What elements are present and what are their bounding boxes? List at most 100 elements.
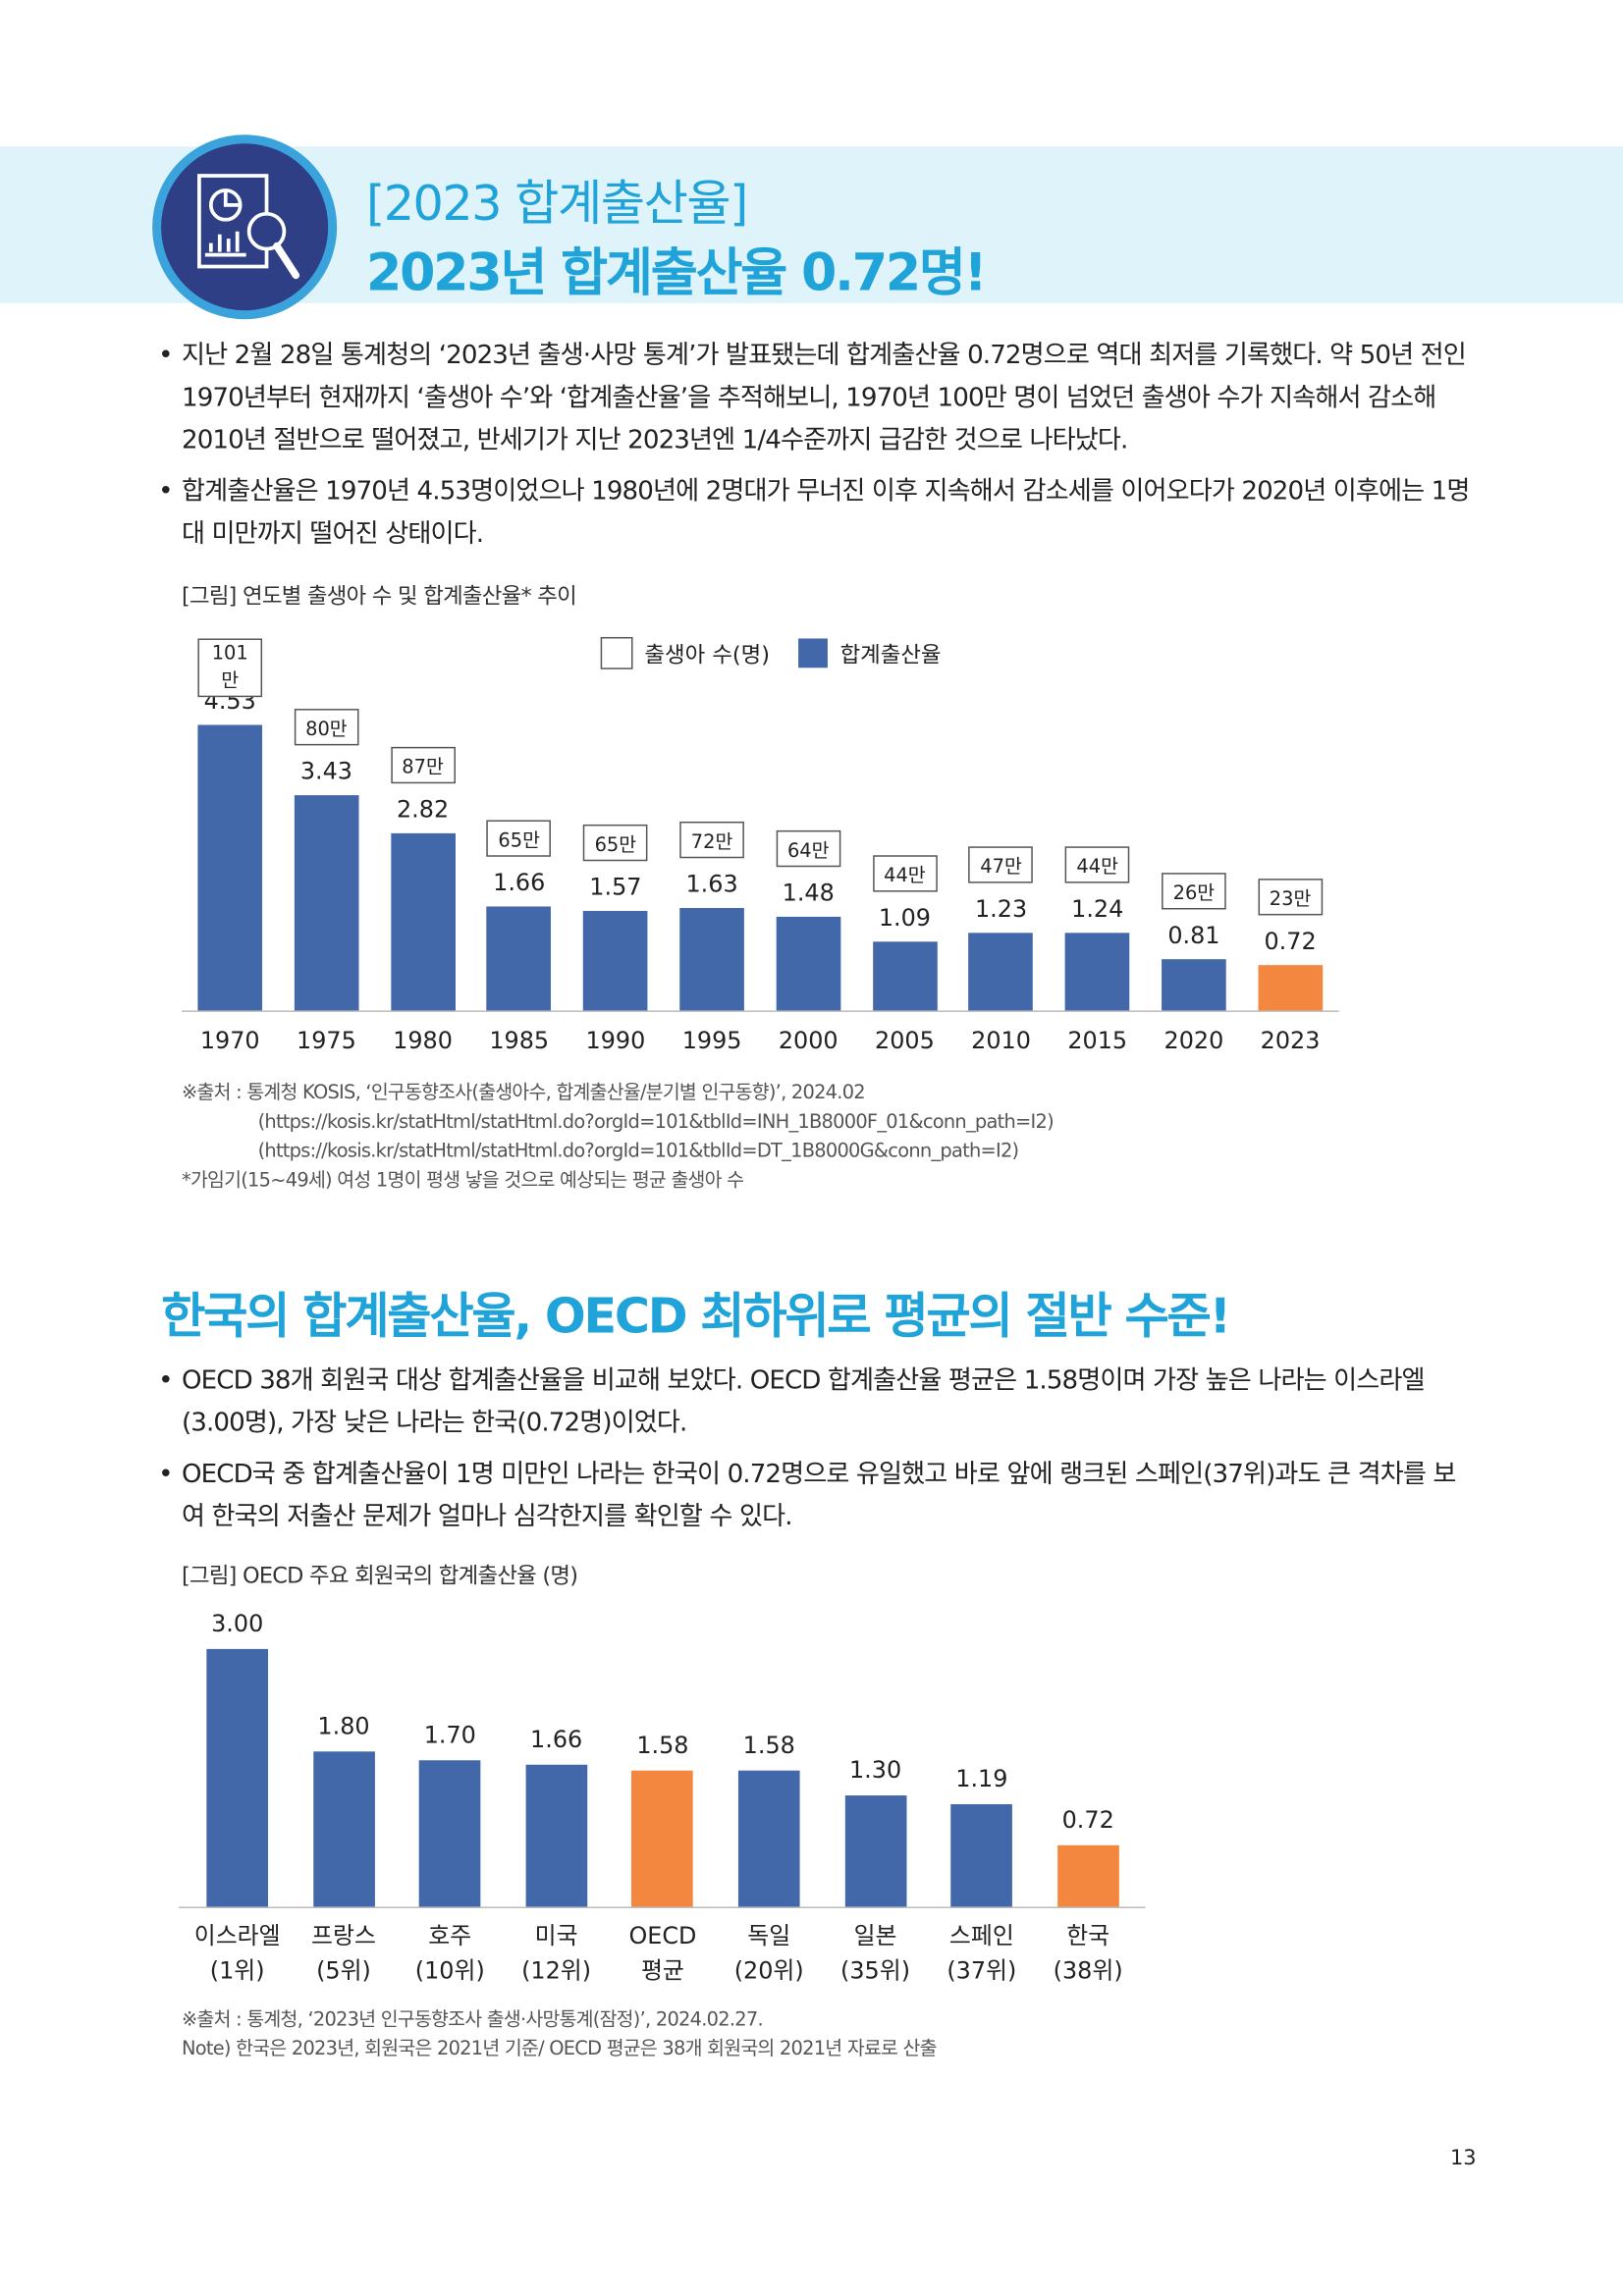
x-tick-label: 1990 bbox=[585, 1026, 646, 1055]
x-tick-sublabel: (37위) bbox=[947, 1956, 1017, 1985]
x-tick-label: 이스라엘 bbox=[193, 1921, 281, 1949]
x-tick-label: OECD bbox=[628, 1921, 697, 1949]
x-tick-sublabel: (5위) bbox=[316, 1956, 371, 1985]
x-tick-label: 1975 bbox=[297, 1026, 356, 1055]
bullet-paragraph: • 지난 2월 28일 통계청의 ‘2023년 출생·사망 통계’가 발표됐는데 … bbox=[158, 336, 1477, 463]
x-tick-label: 2000 bbox=[778, 1026, 839, 1055]
bar bbox=[206, 1648, 269, 1907]
bar bbox=[197, 724, 263, 1011]
bar bbox=[525, 1764, 587, 1907]
bullet-text: 합계출산율은 1970년 4.53명이었으나 1980년에 2명대가 무너진 이… bbox=[181, 477, 1470, 550]
bar bbox=[1258, 965, 1323, 1011]
births-label: 64만 bbox=[776, 830, 841, 868]
figure-caption: [그림] OECD 주요 회원국의 합계출산율 (명) bbox=[181, 1562, 578, 1589]
births-label: 23만 bbox=[1258, 879, 1323, 916]
births-label: 47만 bbox=[968, 846, 1034, 883]
value-label: 1.30 bbox=[848, 1755, 902, 1784]
section-heading: 한국의 합계출산율, OECD 최하위로 평균의 절반 수준! bbox=[161, 1287, 1231, 1345]
note-line: Note) 한국은 2023년, 회원국은 2021년 기준/ OECD 평균은… bbox=[181, 2038, 937, 2061]
x-tick-sublabel: (35위) bbox=[840, 1956, 911, 1985]
value-label: 1.66 bbox=[493, 868, 546, 896]
bar bbox=[1162, 959, 1226, 1011]
x-tick-label: 2015 bbox=[1067, 1026, 1128, 1055]
header-title: 2023년 합계출산율 0.72명! bbox=[365, 244, 988, 303]
source-line: ※출처 : 통계청 KOSIS, ‘인구동향조사(출생아수, 합계출산율/분기별… bbox=[181, 1082, 866, 1104]
bar bbox=[418, 1760, 481, 1907]
value-label: 1.80 bbox=[317, 1712, 370, 1740]
bar bbox=[1056, 1844, 1119, 1907]
value-label: 1.23 bbox=[974, 894, 1028, 924]
legend-label: 합계출산율 bbox=[839, 640, 942, 667]
value-label: 1.58 bbox=[636, 1731, 689, 1760]
bar bbox=[968, 933, 1034, 1011]
value-label: 1.19 bbox=[955, 1764, 1008, 1793]
x-tick-sublabel: (10위) bbox=[414, 1956, 485, 1985]
bar bbox=[776, 917, 841, 1011]
source-line: ※출처 : 통계청, ‘2023년 인구동향조사 출생·사망통계(잠정)’, 2… bbox=[181, 2008, 764, 2032]
births-label: 80만 bbox=[294, 708, 359, 745]
bar bbox=[390, 832, 456, 1011]
x-tick-sublabel: (20위) bbox=[733, 1956, 804, 1985]
value-label: 1.24 bbox=[1071, 894, 1124, 923]
source-url: (https://kosis.kr/statHtml/statHtml.do?o… bbox=[257, 1111, 1055, 1134]
x-tick-label: 2010 bbox=[971, 1026, 1031, 1055]
x-axis bbox=[181, 1010, 1339, 1012]
bar bbox=[872, 941, 938, 1011]
x-tick-sublabel: 평균 bbox=[640, 1956, 684, 1985]
bar bbox=[844, 1794, 906, 1907]
source-url: (https://kosis.kr/statHtml/statHtml.do?o… bbox=[257, 1141, 1020, 1163]
bullet-paragraph: • 합계출산율은 1970년 4.53명이었으나 1980년에 2명대가 무너진 … bbox=[158, 471, 1477, 557]
x-tick-label: 호주 bbox=[428, 1921, 472, 1949]
figure-caption: [그림] 연도별 출생아 수 및 합계출산율* 추이 bbox=[181, 582, 577, 610]
births-label: 87만 bbox=[390, 746, 456, 783]
x-tick-label: 독일 bbox=[747, 1921, 791, 1949]
bullet-text: OECD 38개 회원국 대상 합계출산율을 비교해 보았다. OECD 합계출… bbox=[181, 1365, 1426, 1439]
value-label: 0.72 bbox=[1264, 927, 1317, 955]
x-tick-label: 1995 bbox=[681, 1026, 742, 1055]
births-label: 44만 bbox=[872, 855, 938, 892]
x-tick-label: 2020 bbox=[1163, 1026, 1224, 1055]
bullet-paragraph: • OECD 38개 회원국 대상 합계출산율을 비교해 보았다. OECD 합계… bbox=[158, 1361, 1477, 1446]
births-label: 72만 bbox=[679, 821, 744, 859]
bar bbox=[486, 905, 552, 1011]
bar bbox=[294, 794, 359, 1011]
value-label: 1.63 bbox=[685, 870, 738, 898]
births-label: 65만 bbox=[583, 825, 648, 862]
footnote: *가임기(15~49세) 여성 1명이 평생 낳을 것으로 예상되는 평균 출생… bbox=[181, 1170, 744, 1193]
births-label: 26만 bbox=[1162, 873, 1226, 910]
x-tick-label: 1970 bbox=[199, 1026, 260, 1055]
legend-label: 출생아 수(명) bbox=[644, 640, 770, 667]
births-label: 65만 bbox=[486, 819, 552, 857]
x-tick-label: 한국 bbox=[1066, 1921, 1110, 1949]
legend-swatch-tfr bbox=[798, 638, 829, 668]
x-tick-label: 미국 bbox=[534, 1921, 578, 1949]
x-tick-label: 1985 bbox=[489, 1026, 550, 1055]
x-tick-sublabel: (1위) bbox=[209, 1956, 265, 1985]
x-tick-label: 일본 bbox=[853, 1921, 897, 1949]
bullet-text: OECD국 중 합계출산율이 1명 미만인 나라는 한국이 0.72명으로 유일… bbox=[181, 1460, 1456, 1532]
value-label: 1.58 bbox=[742, 1731, 795, 1760]
legend-swatch-births bbox=[600, 636, 633, 669]
bar bbox=[1064, 932, 1130, 1011]
x-tick-sublabel: (12위) bbox=[521, 1956, 592, 1985]
bar bbox=[631, 1771, 694, 1907]
value-label: 3.00 bbox=[211, 1609, 264, 1637]
x-axis bbox=[179, 1906, 1146, 1908]
bar bbox=[583, 911, 648, 1011]
x-tick-label: 프랑스 bbox=[311, 1921, 376, 1949]
chart-legend: 출생아 수(명) 합계출산율 bbox=[600, 636, 942, 669]
report-magnifier-icon bbox=[152, 134, 338, 320]
births-label: 44만 bbox=[1064, 845, 1130, 883]
bar bbox=[737, 1771, 800, 1907]
x-tick-label: 2023 bbox=[1260, 1026, 1321, 1055]
value-label: 1.70 bbox=[423, 1721, 476, 1749]
births-label: 101만 bbox=[197, 638, 263, 698]
value-label: 1.57 bbox=[589, 873, 642, 902]
value-label: 1.09 bbox=[878, 903, 931, 933]
value-label: 3.43 bbox=[299, 756, 352, 784]
value-label: 2.82 bbox=[396, 794, 450, 824]
x-tick-sublabel: (38위) bbox=[1053, 1956, 1123, 1985]
value-label: 1.48 bbox=[782, 879, 835, 908]
value-label: 1.66 bbox=[530, 1724, 583, 1753]
bar bbox=[312, 1751, 375, 1907]
